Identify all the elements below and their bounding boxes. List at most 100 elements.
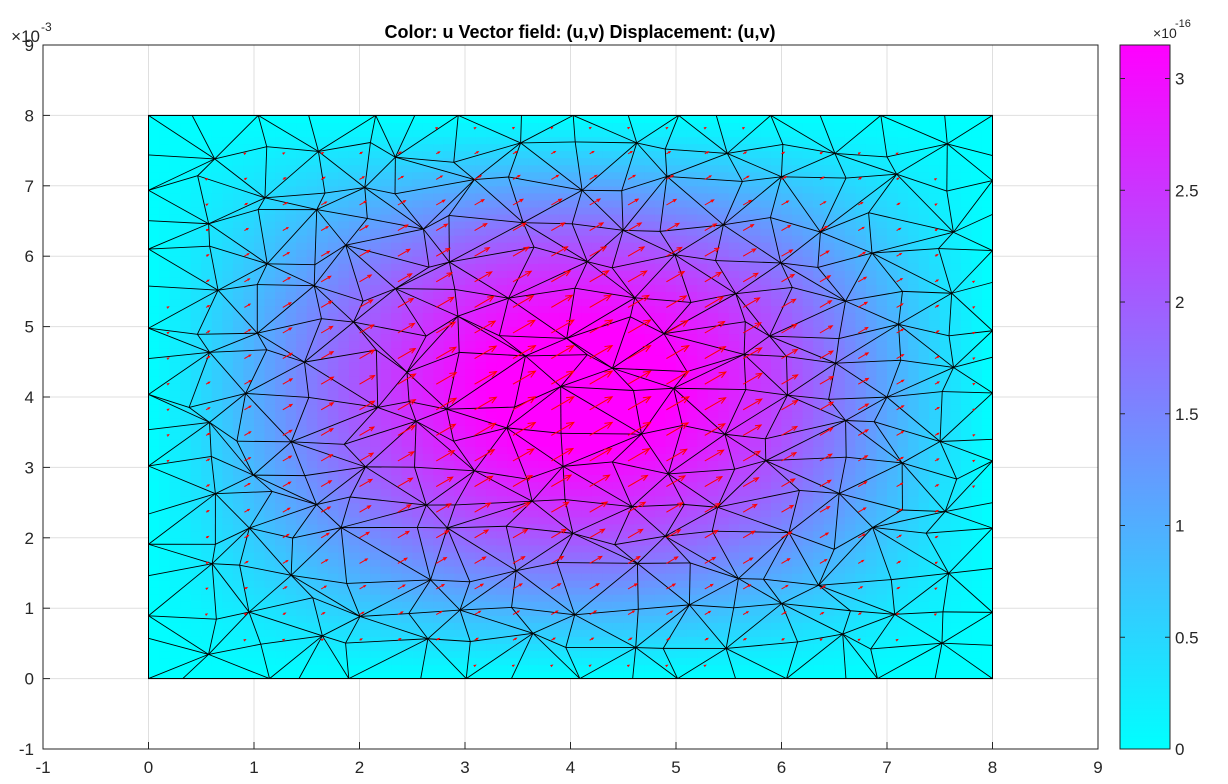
field-cell	[327, 368, 339, 377]
field-cell	[327, 460, 339, 468]
field-cell	[633, 488, 645, 497]
field-cell	[781, 580, 793, 588]
field-cell	[707, 439, 719, 447]
field-cell	[190, 643, 202, 652]
field-cell	[507, 608, 519, 616]
field-cell	[581, 622, 593, 630]
field-cell	[169, 558, 181, 567]
field-cell	[475, 467, 487, 476]
field-cell	[222, 228, 234, 236]
field-cell	[792, 157, 804, 166]
field-cell	[465, 565, 477, 574]
field-cell	[443, 397, 456, 405]
field-cell	[359, 594, 371, 602]
field-cell	[581, 270, 593, 278]
field-cell	[475, 382, 487, 391]
field-cell	[422, 284, 434, 292]
field-cell	[412, 228, 424, 236]
field-cell	[391, 354, 403, 363]
field-cell	[338, 657, 350, 666]
field-cell	[148, 199, 160, 208]
field-cell	[528, 143, 540, 152]
field-cell	[770, 509, 783, 518]
field-cell	[169, 488, 181, 497]
field-cell	[760, 235, 772, 243]
field-cell	[169, 284, 181, 292]
field-cell	[591, 178, 603, 187]
field-cell	[254, 136, 266, 145]
field-cell	[327, 157, 339, 166]
field-cell	[770, 228, 783, 236]
field-cell	[254, 347, 266, 356]
field-cell	[644, 502, 656, 511]
field-cell	[285, 249, 297, 257]
field-cell	[612, 199, 624, 208]
field-cell	[475, 594, 487, 602]
field-cell	[370, 580, 382, 588]
field-cell	[602, 368, 614, 377]
field-cell	[528, 446, 540, 454]
field-cell	[707, 312, 719, 321]
field-cell	[370, 622, 382, 630]
field-cell	[180, 164, 192, 173]
field-cell	[401, 192, 413, 201]
field-cell	[148, 523, 160, 532]
field-cell	[792, 587, 804, 595]
field-cell	[654, 481, 667, 490]
field-cell	[454, 495, 466, 504]
field-cell	[243, 657, 255, 666]
field-cell	[254, 375, 266, 384]
field-cell	[465, 432, 477, 440]
field-cell	[549, 115, 561, 124]
field-cell	[465, 129, 477, 138]
field-cell	[781, 354, 793, 363]
field-cell	[211, 263, 223, 271]
field-cell	[676, 375, 688, 384]
field-cell	[254, 235, 266, 243]
field-cell	[180, 615, 192, 623]
field-cell	[612, 333, 624, 342]
field-cell	[433, 298, 445, 307]
field-cell	[633, 354, 645, 363]
field-cell	[317, 228, 329, 236]
field-cell	[707, 291, 719, 300]
field-cell	[475, 361, 487, 370]
field-cell	[285, 404, 297, 412]
field-cell	[422, 157, 434, 166]
field-cell	[749, 129, 761, 138]
field-cell	[370, 601, 382, 609]
field-cell	[486, 439, 498, 447]
field-cell	[159, 453, 171, 461]
field-cell	[380, 594, 392, 602]
field-cell	[718, 474, 730, 483]
field-cell	[201, 178, 213, 187]
field-cell	[549, 657, 561, 666]
field-cell	[412, 636, 424, 644]
field-cell	[401, 284, 413, 292]
field-cell	[317, 164, 329, 173]
field-cell	[338, 629, 350, 637]
field-cell	[602, 537, 614, 546]
field-cell	[697, 615, 709, 623]
field-cell	[496, 594, 508, 602]
field-cell	[570, 495, 582, 504]
field-cell	[728, 650, 740, 659]
field-cell	[465, 382, 477, 391]
field-cell	[475, 270, 487, 278]
field-cell	[612, 446, 624, 454]
field-cell	[443, 587, 456, 595]
field-cell	[264, 354, 276, 363]
field-cell	[359, 284, 371, 292]
field-cell	[749, 650, 761, 659]
field-cell	[391, 178, 403, 187]
field-cell	[159, 615, 171, 623]
field-cell	[612, 164, 624, 173]
field-cell	[359, 122, 371, 131]
field-cell	[433, 206, 445, 215]
field-cell	[264, 551, 276, 560]
field-cell	[559, 580, 572, 588]
field-cell	[211, 537, 223, 546]
field-cell	[232, 404, 245, 412]
field-cell	[486, 650, 498, 659]
field-cell	[201, 664, 213, 673]
